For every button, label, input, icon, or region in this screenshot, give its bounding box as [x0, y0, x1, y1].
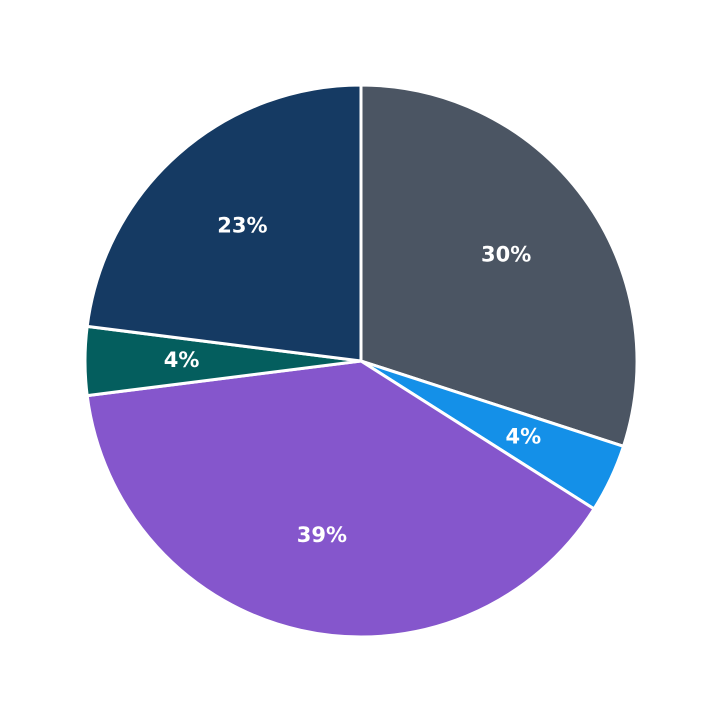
pie-slice [85, 359, 596, 639]
slice-label: 4% [505, 424, 541, 448]
pie-slice [359, 83, 639, 448]
slice-label: 4% [164, 348, 200, 372]
slice-label: 30% [481, 243, 531, 267]
pie-slice [85, 83, 363, 363]
slice-label: 23% [217, 213, 267, 237]
slice-label: 39% [297, 523, 347, 547]
